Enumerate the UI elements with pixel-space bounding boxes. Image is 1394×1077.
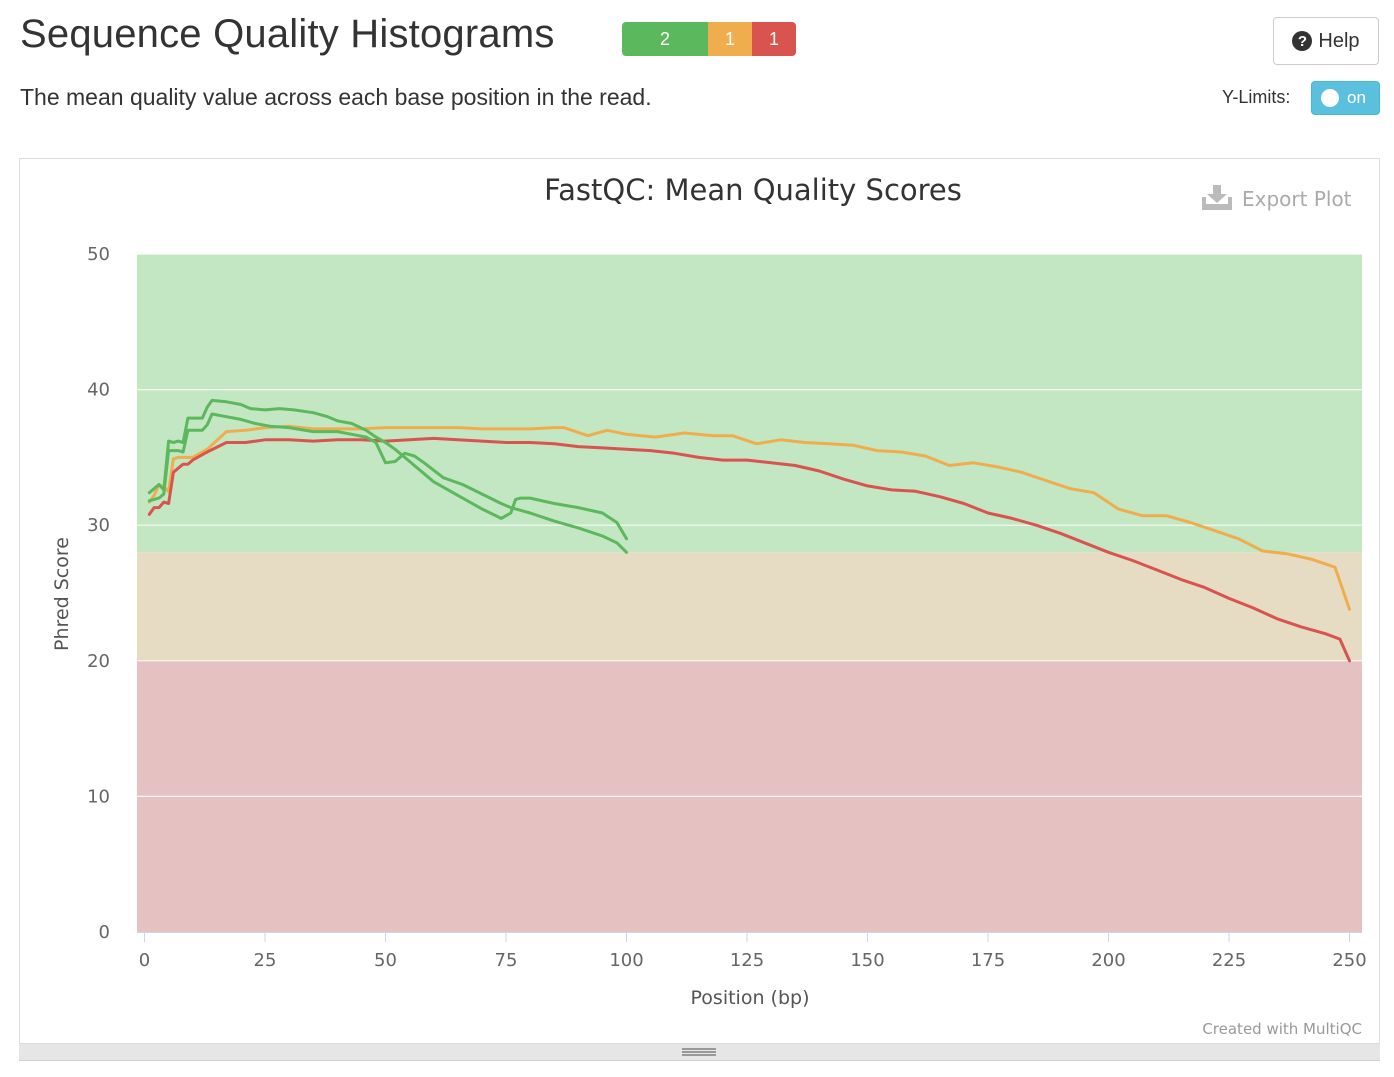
x-tick-label: 75 <box>495 950 518 971</box>
x-tick-label: 125 <box>730 950 764 971</box>
y-tick-label: 20 <box>87 651 110 672</box>
series-line-fail[interactable] <box>147 436 1351 663</box>
download-icon <box>1202 185 1232 210</box>
export-plot-label: Export Plot <box>1242 187 1352 211</box>
grip-icon <box>682 1048 716 1056</box>
x-tick-label: 50 <box>374 950 397 971</box>
band-good <box>137 254 1362 553</box>
plot-resize-handle[interactable] <box>19 1044 1380 1061</box>
question-circle-icon: ? <box>1292 31 1313 51</box>
help-label: Help <box>1318 29 1360 52</box>
x-tick-label: 175 <box>971 950 1005 971</box>
page-title: Sequence Quality Histograms <box>20 12 555 56</box>
x-tick-label: 150 <box>850 950 884 971</box>
x-tick-label: 0 <box>139 950 150 971</box>
y-tick-label: 10 <box>87 786 110 807</box>
gridlines <box>137 253 1362 798</box>
status-summary-bar[interactable]: 2 1 1 <box>622 22 796 56</box>
series-line-warn[interactable] <box>147 424 1351 611</box>
y-tick-label: 0 <box>99 922 110 943</box>
export-plot-button[interactable]: Export Plot <box>1202 185 1352 211</box>
y-tick-label: 30 <box>87 515 110 536</box>
y-axis-ticks: 0 10 20 30 40 50 <box>87 244 110 943</box>
help-button[interactable]: ? Help <box>1273 17 1379 65</box>
status-fail-count[interactable]: 1 <box>752 22 796 56</box>
x-tick-label: 100 <box>609 950 643 971</box>
x-tick-label: 250 <box>1332 950 1366 971</box>
quality-bands <box>137 254 1362 932</box>
toggle-knob <box>1321 89 1339 107</box>
band-warning <box>137 552 1362 661</box>
status-warn-count[interactable]: 1 <box>708 22 752 56</box>
y-axis-title: Phred Score <box>51 537 73 651</box>
series-line-pass[interactable] <box>147 398 628 541</box>
x-tick-label: 225 <box>1212 950 1246 971</box>
toggle-state-label: on <box>1347 88 1366 107</box>
ylimits-label: Y-Limits: <box>1222 87 1291 107</box>
y-tick-label: 50 <box>87 244 110 265</box>
series-lines <box>147 398 1351 663</box>
y-tick-label: 40 <box>87 380 110 401</box>
x-axis-title: Position (bp) <box>691 987 810 1009</box>
section-description: The mean quality value across each base … <box>20 84 652 110</box>
status-pass-count[interactable]: 2 <box>622 22 708 56</box>
series-line-pass[interactable] <box>147 412 628 554</box>
x-tick-label: 200 <box>1091 950 1125 971</box>
x-tick-label: 25 <box>254 950 277 971</box>
ylimits-toggle[interactable]: on <box>1311 81 1380 115</box>
chart-title: FastQC: Mean Quality Scores <box>544 173 962 207</box>
x-axis-ticks: 0 25 50 75 100 125 150 175 200 225 250 <box>139 932 1367 971</box>
multiqc-credit: Created with MultiQC <box>1202 1020 1362 1038</box>
